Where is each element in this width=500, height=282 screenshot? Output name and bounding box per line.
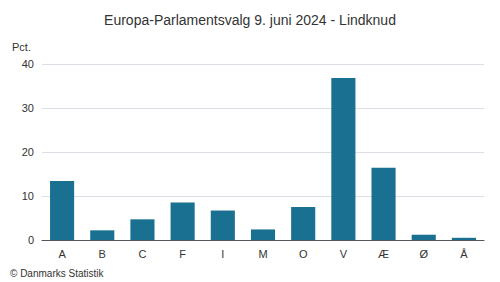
svg-text:30: 30 [22, 102, 34, 114]
svg-text:10: 10 [22, 190, 34, 202]
svg-text:C: C [138, 248, 146, 260]
svg-text:F: F [179, 248, 186, 260]
svg-text:40: 40 [22, 58, 34, 70]
svg-text:0: 0 [28, 234, 34, 246]
svg-text:M: M [258, 248, 267, 260]
svg-text:Æ: Æ [378, 248, 389, 260]
svg-text:V: V [340, 248, 348, 260]
svg-text:B: B [99, 248, 106, 260]
svg-text:A: A [58, 248, 66, 260]
svg-text:Pct.: Pct. [12, 41, 31, 53]
svg-text:O: O [299, 248, 308, 260]
svg-text:20: 20 [22, 146, 34, 158]
svg-text:Å: Å [460, 248, 468, 260]
svg-text:Ø: Ø [419, 248, 428, 260]
svg-text:© Danmarks Statistik: © Danmarks Statistik [10, 268, 105, 279]
svg-text:I: I [221, 248, 224, 260]
svg-text:Europa-Parlamentsvalg 9. juni: Europa-Parlamentsvalg 9. juni 2024 - Lin… [104, 12, 396, 28]
